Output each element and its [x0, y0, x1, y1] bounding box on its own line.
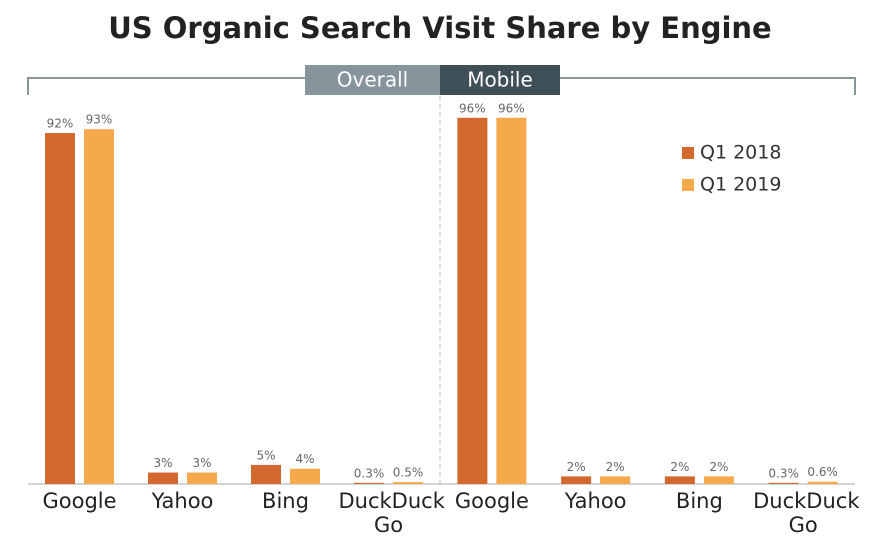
- value-label: 2%: [567, 460, 586, 474]
- value-label: 0.5%: [393, 466, 424, 480]
- x-tick-label: Yahoo: [151, 489, 214, 513]
- bar: [393, 482, 423, 484]
- panel-label: Mobile: [467, 68, 533, 92]
- bar: [664, 476, 695, 484]
- value-label: 5%: [256, 448, 275, 462]
- bar: [600, 476, 631, 484]
- value-label: 3%: [153, 456, 172, 470]
- x-tick-label: Bing: [262, 489, 309, 513]
- value-label: 2%: [606, 460, 625, 474]
- bar: [187, 472, 217, 484]
- value-label: 93%: [86, 113, 113, 127]
- bar: [354, 482, 384, 484]
- x-tick-label: DuckDuck Go: [338, 489, 445, 537]
- legend-label: Q1 2018: [700, 142, 781, 164]
- bar: [290, 468, 320, 484]
- value-label: 0.6%: [807, 465, 838, 479]
- value-label: 3%: [192, 456, 211, 470]
- legend-swatch: [682, 179, 694, 191]
- bar: [768, 482, 799, 484]
- x-tick-label: Google: [42, 489, 117, 513]
- legend-label: Q1 2019: [700, 174, 781, 196]
- value-label: 92%: [47, 117, 74, 131]
- bar: [457, 117, 488, 484]
- bar: [251, 464, 281, 484]
- panel-tab: [305, 65, 440, 95]
- bar: [148, 472, 178, 484]
- bar: [496, 117, 527, 484]
- bar: [703, 476, 734, 484]
- x-tick-label: Google: [454, 489, 529, 513]
- value-label: 2%: [709, 460, 728, 474]
- bar: [561, 476, 592, 484]
- value-label: 96%: [459, 101, 486, 115]
- bar: [807, 481, 838, 484]
- value-label: 2%: [670, 460, 689, 474]
- x-tick-label: Bing: [675, 489, 723, 513]
- bar: [84, 129, 114, 484]
- x-tick-label: DuckDuck Go: [753, 489, 860, 537]
- value-label: 0.3%: [354, 466, 385, 480]
- bar: [45, 133, 75, 484]
- chart-title: US Organic Search Visit Share by Engine: [108, 11, 771, 45]
- x-tick-label: Yahoo: [564, 489, 627, 513]
- value-label: 4%: [295, 452, 314, 466]
- panel-label: Overall: [337, 68, 408, 92]
- value-label: 0.3%: [768, 466, 799, 480]
- value-label: 96%: [498, 101, 525, 115]
- legend-swatch: [682, 147, 694, 159]
- panel-tab: [440, 65, 560, 95]
